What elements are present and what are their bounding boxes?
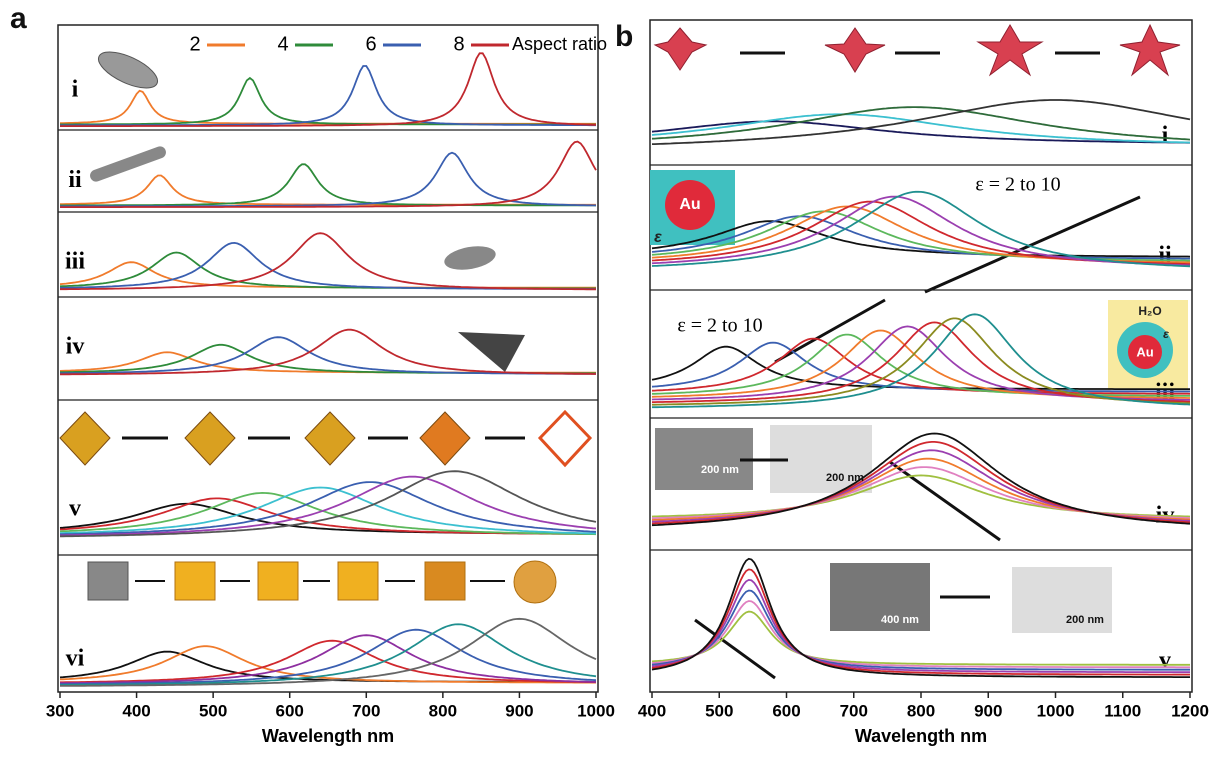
spectrum-curve xyxy=(60,233,596,289)
panel-label: b xyxy=(615,20,633,53)
annotation: ε = 2 to 10 xyxy=(975,174,1060,196)
x-tick-label: 800 xyxy=(429,701,457,720)
x-tick-label: 900 xyxy=(974,701,1002,720)
x-tick-label: 1200 xyxy=(1171,701,1209,720)
x-axis-label: Wavelength nm xyxy=(262,726,394,746)
inset-text: ε xyxy=(654,229,662,246)
x-axis-label: Wavelength nm xyxy=(855,726,987,746)
x-tick-label: 500 xyxy=(199,701,227,720)
scale-label: 200 nm xyxy=(701,464,739,476)
subpanel-label: iii xyxy=(65,249,85,275)
legend-label: 4 xyxy=(277,33,288,55)
figure: a b 300 400 500 600 700 800 900 1000 Wavelength … xyxy=(0,0,1210,762)
subpanel-label: vi xyxy=(66,646,85,672)
x-tick-label: 700 xyxy=(352,701,380,720)
x-tick-label: 400 xyxy=(638,701,666,720)
legend-label: 2 xyxy=(189,33,200,55)
scale-label: 200 nm xyxy=(826,472,864,484)
legend-label: 6 xyxy=(365,33,376,55)
inset-text: Au xyxy=(679,196,700,213)
x-tick-label: 700 xyxy=(840,701,868,720)
spectrum-curve xyxy=(60,91,596,124)
inset-text: Au xyxy=(1136,344,1153,359)
x-tick-label: 1000 xyxy=(577,701,615,720)
x-tick-label: 400 xyxy=(122,701,150,720)
spectrum-curve xyxy=(60,142,596,208)
subpanel-label: i xyxy=(1162,123,1169,149)
x-tick-label: 1000 xyxy=(1037,701,1075,720)
subpanel-label: v xyxy=(69,496,81,522)
x-tick-label: 500 xyxy=(705,701,733,720)
scale-label: 400 nm xyxy=(881,614,919,626)
spectrum-curve xyxy=(60,352,596,372)
x-tick-label: 300 xyxy=(46,701,74,720)
subpanel-label: ii xyxy=(68,167,82,193)
legend-label: 8 xyxy=(453,33,464,55)
spectrum-curve xyxy=(60,243,596,289)
inset-text: ε xyxy=(1163,327,1169,341)
x-tick-label: 600 xyxy=(276,701,304,720)
spectrum-curve xyxy=(60,624,596,685)
subpanel-label: i xyxy=(72,77,79,103)
spectrum-curve xyxy=(60,253,596,289)
subpanel-label: iv xyxy=(66,334,85,360)
x-tick-label: 800 xyxy=(907,701,935,720)
panel-label: a xyxy=(10,2,27,35)
spectrum-curve xyxy=(60,471,596,536)
x-tick-label: 1100 xyxy=(1104,701,1141,720)
x-tick-label: 600 xyxy=(772,701,800,720)
inset-text: H₂O xyxy=(1138,304,1161,318)
annotation: ε = 2 to 10 xyxy=(677,315,762,337)
x-tick-label: 900 xyxy=(505,701,533,720)
spectrum-curve xyxy=(60,477,596,536)
legend-title: Aspect ratio xyxy=(512,34,607,54)
scale-label: 200 nm xyxy=(1066,614,1104,626)
